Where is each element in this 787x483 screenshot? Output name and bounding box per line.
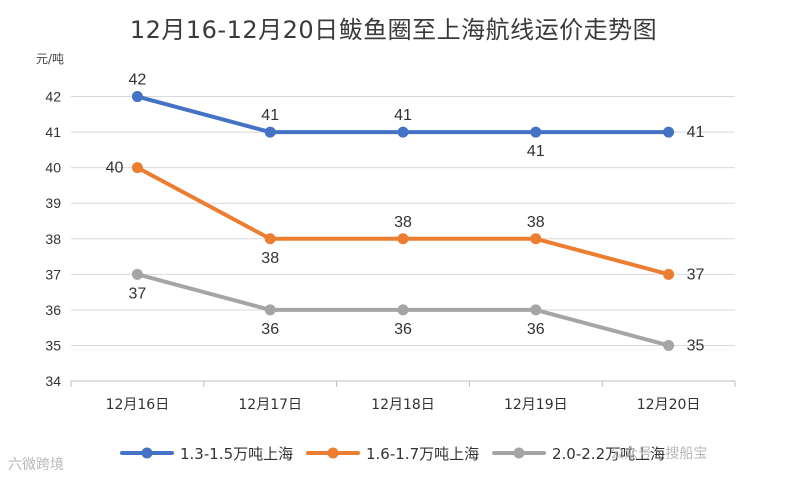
x-tick-label: 12月16日 — [106, 397, 170, 413]
data-label: 36 — [527, 321, 545, 338]
data-label: 38 — [394, 214, 412, 231]
data-point — [530, 304, 542, 316]
data-point — [397, 304, 409, 316]
x-tick-label: 12月19日 — [504, 397, 568, 413]
legend-label: 2.0-2.2万吨上海 — [552, 445, 665, 463]
data-point — [131, 91, 143, 103]
chart-title: 12月16-12月20日鲅鱼圈至上海航线运价走势图 — [129, 16, 658, 44]
legend-marker — [327, 447, 339, 459]
data-point — [397, 126, 409, 138]
y-tick-label: 41 — [45, 124, 61, 140]
data-label: 41 — [394, 107, 412, 124]
data-label: 38 — [261, 250, 279, 267]
data-point — [530, 233, 542, 245]
y-tick-label: 37 — [45, 266, 61, 282]
y-tick-label: 38 — [45, 231, 61, 247]
data-point — [663, 339, 675, 351]
data-point — [264, 126, 276, 138]
watermark-right: 公众号 · 搜船宝 — [610, 446, 708, 462]
data-point — [264, 233, 276, 245]
data-label: 41 — [687, 124, 705, 141]
data-label: 38 — [527, 214, 545, 231]
data-label: 36 — [261, 321, 279, 338]
data-point — [131, 162, 143, 174]
x-tick-label: 12月18日 — [371, 397, 435, 413]
y-tick-label: 39 — [45, 195, 61, 211]
data-point — [530, 126, 542, 138]
legend-marker — [513, 447, 525, 459]
data-label: 35 — [687, 337, 705, 354]
watermark-left: 六微跨境 — [8, 457, 64, 473]
data-label: 37 — [687, 266, 705, 283]
data-label: 36 — [394, 321, 412, 338]
y-tick-label: 34 — [45, 373, 61, 389]
y-tick-label: 40 — [45, 160, 61, 176]
legend-marker — [141, 447, 153, 459]
data-point — [663, 126, 675, 138]
data-label: 42 — [129, 72, 147, 89]
legend-label: 1.6-1.7万吨上海 — [366, 445, 479, 463]
data-point — [264, 304, 276, 316]
data-point — [663, 268, 675, 280]
data-label: 37 — [129, 285, 147, 302]
y-tick-label: 36 — [45, 302, 61, 318]
y-axis-unit-label: 元/吨 — [36, 52, 65, 66]
x-tick-label: 12月20日 — [637, 397, 701, 413]
x-tick-label: 12月17日 — [238, 397, 302, 413]
y-tick-label: 42 — [45, 89, 61, 105]
data-point — [131, 268, 143, 280]
legend-label: 1.3-1.5万吨上海 — [180, 445, 293, 463]
data-point — [397, 233, 409, 245]
data-label: 41 — [261, 107, 279, 124]
y-tick-label: 35 — [45, 337, 61, 353]
data-label: 41 — [527, 143, 545, 160]
data-label: 40 — [106, 160, 124, 177]
